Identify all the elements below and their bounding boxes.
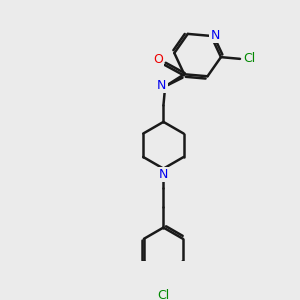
Text: N: N: [159, 168, 168, 181]
Text: Cl: Cl: [157, 290, 170, 300]
Text: N: N: [157, 79, 166, 92]
Text: O: O: [153, 53, 163, 66]
Text: Cl: Cl: [243, 52, 256, 65]
Text: N: N: [211, 28, 220, 42]
